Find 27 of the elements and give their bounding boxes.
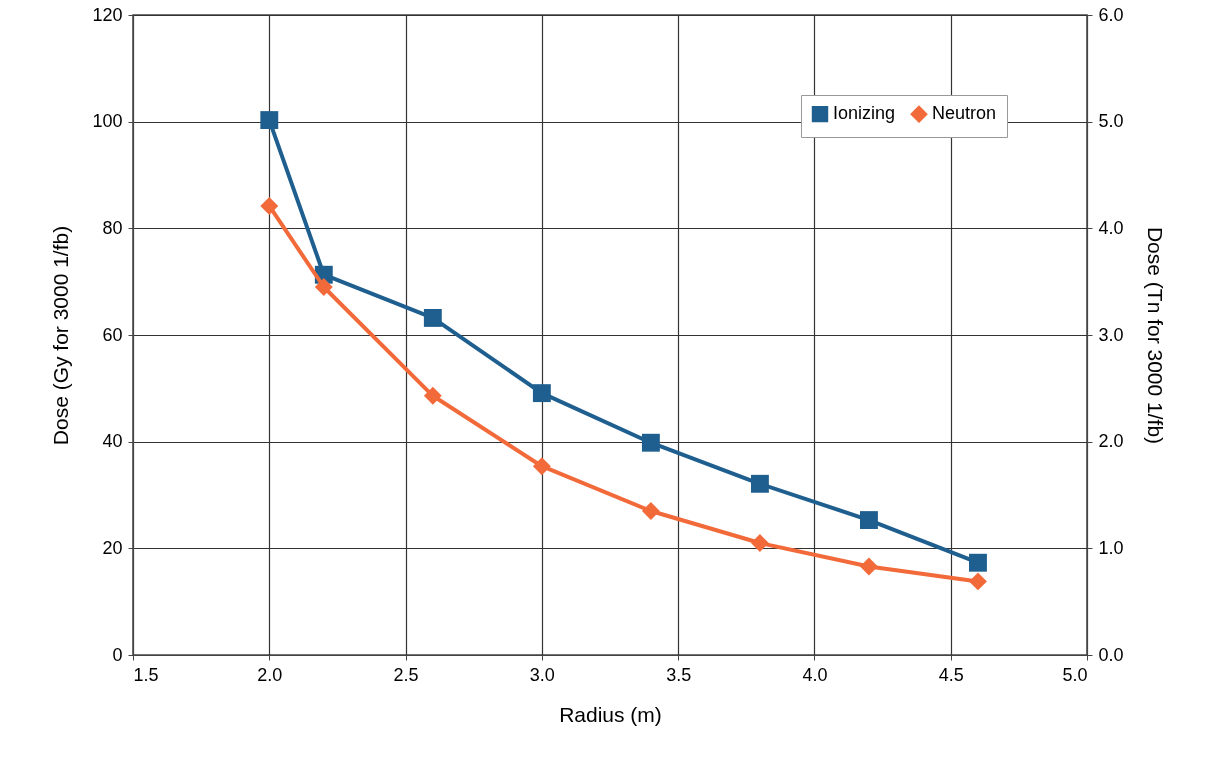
- x-tick-label: 2.5: [393, 664, 419, 685]
- x-axis-title: Radius (m): [559, 702, 662, 726]
- y2-tick-label: 5.0: [1098, 111, 1124, 132]
- legend-label: Ionizing: [833, 103, 896, 124]
- y-tick-label: 60: [102, 324, 123, 345]
- x-tick-label: 2.0: [257, 664, 283, 685]
- y2-tick-label: 2.0: [1098, 431, 1124, 452]
- x-tick-label: 4.0: [802, 664, 828, 685]
- legend-label: Neutron: [932, 103, 997, 124]
- y-axis-title: Dose (Gy for 3000 1/fb): [49, 225, 73, 446]
- y2-axis-title: Dose (Tn for 3000 1/fb): [1143, 226, 1167, 445]
- y2-tick-label: 3.0: [1098, 324, 1124, 345]
- y-tick-label: 120: [92, 4, 123, 25]
- y-tick-label: 80: [102, 217, 123, 238]
- y-tick-label: 40: [102, 431, 123, 452]
- y2-tick-label: 6.0: [1098, 4, 1124, 25]
- x-tick-label: 3.0: [529, 664, 555, 685]
- y2-tick-label: 0.0: [1098, 644, 1124, 665]
- x-tick-label: 1.5: [133, 664, 159, 685]
- y2-tick-label: 1.0: [1098, 537, 1124, 558]
- x-tick-label: 4.5: [938, 664, 964, 685]
- y-tick-label: 100: [92, 111, 123, 132]
- y-tick-label: 0: [112, 644, 123, 665]
- x-tick-label: 5.0: [1062, 664, 1088, 685]
- x-tick-label: 3.5: [666, 664, 692, 685]
- y-tick-label: 20: [102, 537, 123, 558]
- y2-tick-label: 4.0: [1098, 217, 1124, 238]
